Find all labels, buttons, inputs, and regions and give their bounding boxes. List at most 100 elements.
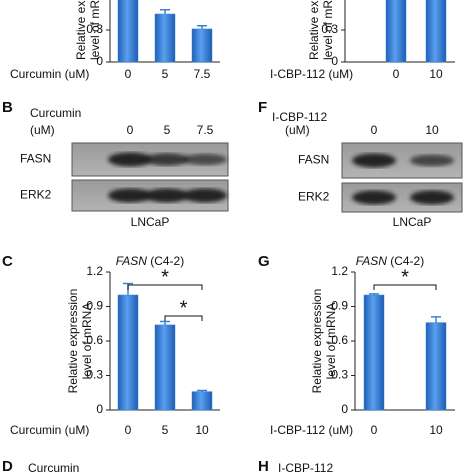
y-tick-label: 1.2: [86, 264, 103, 278]
unit-label: (uM): [30, 123, 55, 137]
error-bar: [160, 8, 170, 14]
panel-letter: F: [258, 99, 267, 116]
y-tick-label: 0: [341, 402, 348, 416]
error-bar: [197, 24, 207, 29]
bar: [425, 322, 447, 411]
significance-bracket: [373, 284, 437, 290]
bar: [154, 324, 176, 411]
bar-chart: 0 0.3 0.6 0.9 1.2 Relative expression level of…: [10, 254, 220, 437]
treatment-label: Curcumin: [30, 106, 81, 120]
bar: [385, 0, 407, 63]
bar: [191, 28, 213, 63]
y-axis-label: Relative expression: [307, 0, 321, 60]
y-tick-label: 0.3: [86, 22, 103, 36]
x-axis-label: Curcumin (uM): [10, 423, 89, 437]
x-tick-label: 5: [162, 67, 169, 81]
y-axis-label: level of mRNA: [321, 0, 335, 60]
title-gene: FASN: [356, 254, 387, 268]
blot-band: [183, 188, 227, 203]
error-bar: [197, 389, 207, 392]
y-axis-label: Relative expression: [310, 289, 324, 394]
title-cell: (C4-2): [390, 254, 424, 268]
y-axis-label: level of mRNA: [88, 0, 102, 60]
blot-band: [108, 188, 152, 203]
y-axis-label: Relative expression: [66, 289, 80, 394]
cell-line-label: LNCaP: [131, 215, 170, 229]
bar: [117, 294, 139, 411]
dose-label: 0: [371, 123, 378, 137]
blot-band: [410, 190, 454, 205]
y-tick-label: 0: [96, 402, 103, 416]
western-blot: B Curcumin (uM) 0 5 7.5 FASN ERK2 LNCaP: [2, 99, 229, 229]
significance-star: *: [401, 266, 409, 288]
x-axis-label: Curcumin (uM): [10, 67, 89, 81]
blot-band: [410, 154, 454, 167]
y-tick-label: 0: [96, 54, 103, 68]
bar: [117, 0, 139, 63]
significance-star: *: [180, 297, 188, 319]
chart-title: FASN (C4-2): [356, 254, 424, 268]
chart-title: FASN (C4-2): [116, 254, 184, 268]
bar: [363, 294, 385, 411]
bar: [425, 0, 447, 63]
x-tick-label: 10: [429, 67, 443, 81]
title-cell: (C4-2): [150, 254, 184, 268]
blot-band: [352, 190, 396, 205]
panel-letter: B: [2, 99, 13, 116]
panel-letter: D: [2, 458, 13, 474]
unit-label: (uM): [285, 123, 310, 137]
y-tick-label: 0.9: [86, 299, 103, 313]
y-tick-label: 0: [331, 54, 338, 68]
x-tick-label: 10: [195, 423, 209, 437]
treatment-label: I-CBP-112: [278, 461, 333, 474]
y-tick-label: 1.2: [331, 264, 348, 278]
panel-letter: C: [2, 253, 13, 270]
x-tick-label: 0: [125, 67, 132, 81]
dose-label: 7.5: [197, 123, 214, 137]
y-tick-label: 0.6: [331, 333, 348, 347]
protein-label: ERK2: [298, 190, 330, 204]
blot-band: [145, 153, 189, 166]
bar: [191, 391, 213, 411]
y-axis-label: level of mRNA: [80, 303, 94, 380]
error-bar: [369, 293, 379, 295]
dose-label: 5: [164, 123, 171, 137]
title-gene: FASN: [116, 254, 147, 268]
blot-band: [108, 152, 152, 167]
x-axis-label: I-CBP-112 (uM): [270, 423, 353, 437]
y-axis-label: level of mRNA: [324, 303, 338, 380]
blot-band: [183, 153, 227, 166]
y-tick-label: 0.9: [331, 299, 348, 313]
protein-label: FASN: [20, 152, 51, 166]
protein-label: FASN: [298, 153, 329, 167]
dose-label: 10: [425, 123, 439, 137]
panel-letter: G: [258, 253, 270, 270]
y-tick-label: 0.3: [331, 368, 348, 382]
y-tick-label: 0.3: [86, 368, 103, 382]
panel-letter: H: [258, 458, 269, 474]
x-tick-label: 0: [125, 423, 132, 437]
x-tick-label: 0: [371, 423, 378, 437]
significance-bracket: [164, 315, 203, 321]
bar: [154, 13, 176, 63]
y-tick-label: 0.6: [86, 333, 103, 347]
blot-band: [145, 188, 189, 203]
western-blot: F I-CBP-112(uM) 0 10 FASN ERK2 LNCaP: [258, 99, 463, 229]
dose-label: 0: [127, 123, 134, 137]
error-bar: [160, 320, 170, 325]
x-axis-label: I-CBP-112 (uM): [270, 67, 353, 81]
protein-label: ERK2: [20, 188, 52, 202]
x-tick-label: 5: [162, 423, 169, 437]
y-axis-label: Relative expression: [74, 0, 88, 60]
x-tick-label: 10: [429, 423, 443, 437]
x-tick-label: 7.5: [194, 67, 211, 81]
cell-line-label: LNCaP: [393, 215, 432, 229]
blot-band: [352, 153, 396, 168]
significance-bracket: [127, 284, 203, 290]
error-bar: [431, 316, 441, 323]
y-tick-label: 0.3: [321, 22, 338, 36]
